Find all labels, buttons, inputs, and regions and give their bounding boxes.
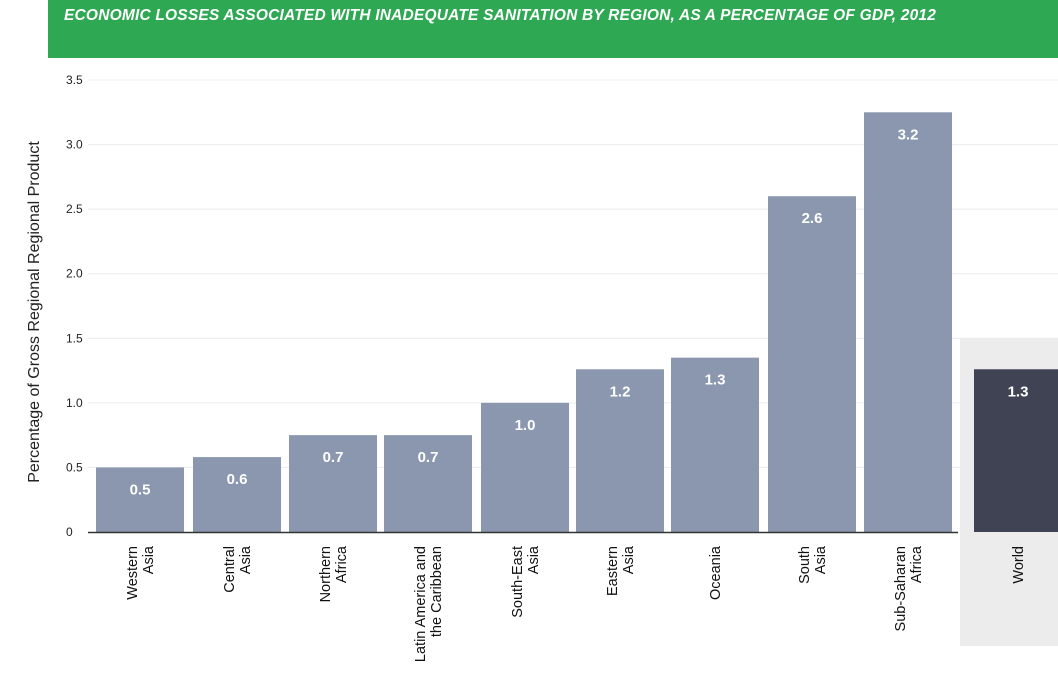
category-label: Northern xyxy=(318,546,334,602)
bar xyxy=(481,402,569,532)
category-label: Africa xyxy=(909,545,925,583)
data-labels: 0.5 0.6 0.7 0.7 1.0 1.2 1.3 2.6 3.2 1.3 xyxy=(130,126,1029,498)
category-label: Latin America and xyxy=(413,546,429,662)
category-label: Asia xyxy=(238,545,254,574)
category-label: Asia xyxy=(141,545,157,574)
y-tick-label: 1.5 xyxy=(66,331,83,345)
data-label: 0.7 xyxy=(418,449,439,466)
data-label: 0.6 xyxy=(227,471,248,488)
data-label: 1.3 xyxy=(1008,383,1029,400)
y-tick-label: 1.0 xyxy=(66,396,83,410)
bar xyxy=(96,467,184,532)
category-label: World xyxy=(1011,546,1027,584)
bar xyxy=(576,369,664,532)
y-axis-label: Percentage of Gross Regional Regional Pr… xyxy=(26,141,43,483)
data-label: 3.2 xyxy=(898,126,919,143)
y-tick-label: 3.0 xyxy=(66,138,83,152)
category-label: Asia xyxy=(813,545,829,574)
category-label: South xyxy=(797,546,813,584)
category-label: Western xyxy=(125,546,141,600)
y-tick-label: 2.5 xyxy=(66,202,83,216)
y-axis-ticks: 0 0.5 1.0 1.5 2.0 2.5 3.0 3.5 xyxy=(66,73,83,539)
data-label: 1.2 xyxy=(610,383,631,400)
category-label: Asia xyxy=(526,545,542,574)
title-banner xyxy=(48,0,1058,58)
y-tick-label: 0 xyxy=(66,525,73,539)
category-labels: Western Asia Central Asia Northern Africa Lati… xyxy=(125,545,1027,662)
bar xyxy=(864,112,952,533)
bars xyxy=(96,112,1058,533)
bar xyxy=(193,457,281,532)
category-label: Eastern xyxy=(605,546,621,596)
category-label: South-East xyxy=(510,546,526,618)
data-label: 0.7 xyxy=(323,449,344,466)
bar xyxy=(671,357,759,532)
category-label: the Caribbean xyxy=(429,546,445,637)
data-label: 0.5 xyxy=(130,481,151,498)
category-label: Asia xyxy=(621,545,637,574)
y-tick-label: 3.5 xyxy=(66,73,83,87)
data-label: 1.0 xyxy=(515,417,536,434)
category-label: Oceania xyxy=(708,545,724,600)
category-label: Sub-Saharan xyxy=(893,546,909,631)
chart-title: ECONOMIC LOSSES ASSOCIATED WITH INADEQUA… xyxy=(64,7,937,24)
data-label: 2.6 xyxy=(802,210,823,227)
category-label: Africa xyxy=(334,545,350,583)
category-label: Central xyxy=(222,546,238,593)
y-tick-label: 2.0 xyxy=(66,267,83,281)
bar xyxy=(768,196,856,532)
bar xyxy=(289,435,377,532)
bar xyxy=(974,369,1058,532)
y-tick-label: 0.5 xyxy=(66,460,83,474)
data-label: 1.3 xyxy=(705,372,726,389)
bar xyxy=(384,435,472,532)
